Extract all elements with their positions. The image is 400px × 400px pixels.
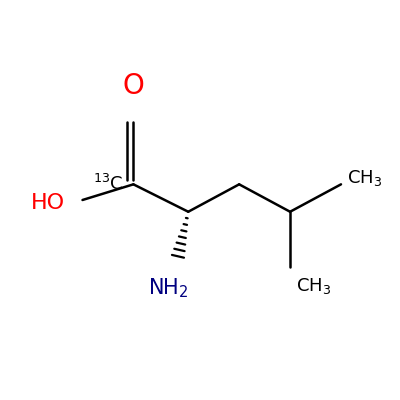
Text: O: O [122, 72, 144, 100]
Text: HO: HO [31, 193, 65, 213]
Text: CH$_3$: CH$_3$ [347, 168, 382, 188]
Text: NH$_2$: NH$_2$ [148, 276, 189, 300]
Text: CH$_3$: CH$_3$ [296, 276, 331, 296]
Text: $^{13}$C: $^{13}$C [93, 174, 124, 194]
